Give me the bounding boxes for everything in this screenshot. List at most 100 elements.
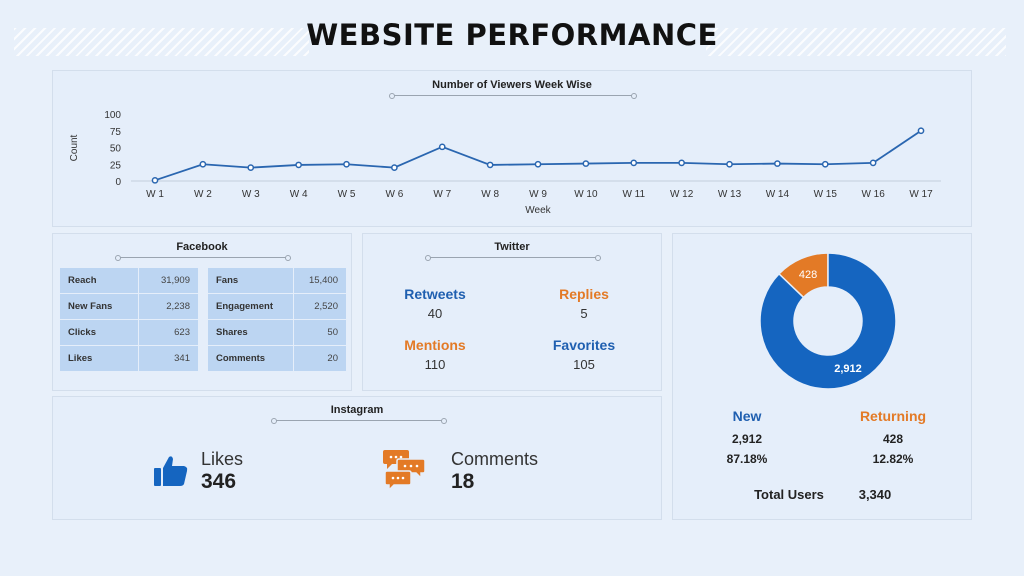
facebook-metric-value: 20 [292,345,348,372]
twitter-panel: Twitter Retweets 40 Replies 5 Mentions 1… [362,233,662,391]
x-tick-label: W 13 [718,189,742,200]
viewers-data-point [917,127,925,135]
facebook-metric-label: Comments [207,345,294,372]
header-hatch-left [14,28,309,56]
viewers-line-chart: 0 25 50 75 100 Count W 1 W 2 W 3 W 4 W 5 W 6 W 7 W 8 W… [69,110,941,216]
x-tick-label: W 8 [481,189,499,200]
viewers-data-point [295,161,302,169]
viewers-data-point [486,161,494,169]
mentions-label: Mentions [404,337,466,353]
instagram-title: Instagram [330,404,384,416]
viewers-chart-title-rule [389,93,637,99]
x-tick-label: W 14 [766,189,790,200]
x-tick-label: W 4 [290,189,308,200]
facebook-panel: Facebook Reach 31,909 New Fans 2,238 Clicks 6… [52,233,352,391]
facebook-table-left: Reach 31,909 New Fans 2,238 Clicks 623 Likes 34… [58,267,199,372]
facebook-row-left-1: New Fans 2,238 [58,293,199,320]
viewers-data-point [343,160,350,168]
total-users-label: Total Users [754,487,824,502]
facebook-row-right-1: Engagement 2,520 [207,293,348,320]
x-tick-label: W 3 [242,189,260,200]
facebook-metric-label: Fans [207,267,294,294]
viewers-data-point [774,160,781,167]
donut-slice-returning-label: 428 [799,269,817,281]
viewers-data-point [869,159,877,167]
x-tick-label: W 15 [814,189,838,200]
new-users-percent: 87.18% [726,452,768,466]
viewers-data-point [247,164,255,171]
facebook-row-right-0: Fans 15,400 [207,267,348,294]
x-tick-label: W 16 [861,189,885,200]
viewers-data-point [534,160,542,168]
instagram-title-rule [271,418,447,424]
instagram-comments-label: Comments [451,449,539,469]
viewers-data-point [438,143,446,151]
facebook-table-right: Fans 15,400 Engagement 2,520 Shares 50 Comment… [207,267,348,372]
facebook-row-left-3: Likes 341 [58,345,199,372]
facebook-metric-label: Shares [207,319,294,346]
replies-label: Replies [559,286,609,302]
total-users-value: 3,340 [858,487,892,502]
y-tick-label: 100 [104,110,121,121]
x-tick-label: W 12 [670,189,694,200]
viewers-chart-title: Number of Viewers Week Wise [432,79,592,91]
facebook-title-rule [115,255,291,261]
favorites-value: 105 [573,357,595,372]
page-title: WEBSITE PERFORMANCE [306,18,718,52]
donut-slice-new-label: 2,912 [834,363,862,375]
facebook-row-right-2: Shares 50 [207,319,348,346]
new-users-label: New [732,408,762,424]
x-tick-label: W 6 [385,189,403,200]
twitter-title-rule [425,255,601,261]
x-tick-label: W 17 [909,189,933,200]
viewers-data-point [678,159,685,167]
facebook-metric-label: New Fans [58,293,140,320]
new-users-value: 2,912 [731,432,763,446]
retweets-value: 40 [427,306,443,321]
instagram-comments-value: 18 [451,470,475,493]
x-tick-label: W 7 [433,189,451,200]
x-tick-label: W 11 [622,189,645,200]
facebook-metric-label: Reach [58,267,140,294]
x-tick-label: W 9 [529,189,547,200]
mentions-value: 110 [424,357,446,372]
y-axis-label: Count [69,134,80,161]
viewers-data-point [391,164,398,171]
x-tick-label: W 2 [194,189,212,200]
y-tick-label: 25 [110,160,122,171]
facebook-metric-value: 2,520 [292,293,348,320]
facebook-metric-value: 50 [292,319,348,346]
facebook-title: Facebook [176,241,228,253]
header-hatch-right [706,28,1006,56]
facebook-metric-value: 341 [138,345,199,372]
thumbs-up-icon [154,456,188,486]
viewers-data-point [821,160,829,168]
facebook-metric-label: Clicks [58,319,140,346]
viewers-data-point [151,176,159,184]
users-panel: 428 2,912 New Returning 2,912 428 87.18% … [672,233,972,520]
twitter-title: Twitter [494,241,530,253]
viewers-data-point [726,160,733,168]
facebook-metric-value: 31,909 [138,267,199,294]
chat-bubbles-icon [383,450,426,492]
x-axis-label: Week [525,205,551,216]
instagram-panel: Instagram Likes 346 Comments 18 [52,396,662,520]
facebook-row-right-3: Comments 20 [207,345,348,372]
x-tick-label: W 10 [574,189,598,200]
facebook-metric-label: Engagement [207,293,294,320]
favorites-label: Favorites [552,337,616,353]
viewers-chart-panel: Number of Viewers Week Wise 0 25 50 75 100 Co… [52,70,972,227]
x-tick-label: W 5 [338,189,356,200]
y-tick-label: 75 [110,127,122,138]
facebook-metric-value: 623 [138,319,199,346]
viewers-data-point [582,160,590,167]
retweets-label: Retweets [404,286,466,302]
donut-slice-new [759,252,897,390]
facebook-row-left-0: Reach 31,909 [58,267,199,294]
y-tick-label: 0 [115,177,121,188]
facebook-metric-label: Likes [58,345,140,372]
facebook-row-left-2: Clicks 623 [58,319,199,346]
x-tick-label: W 1 [146,189,164,200]
facebook-metric-value: 2,238 [138,293,199,320]
users-donut-chart: 428 2,912 [759,252,897,390]
